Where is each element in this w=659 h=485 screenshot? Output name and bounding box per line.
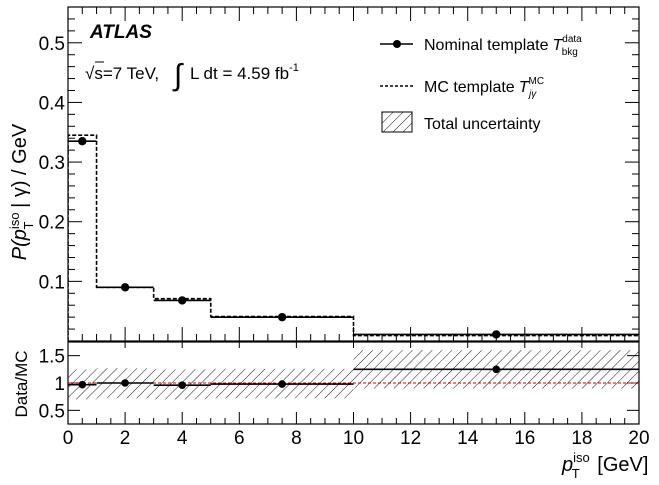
x-axis-title: piso T [GeV] (561, 450, 648, 481)
main-y-tick-label: 0.4 (39, 93, 66, 114)
x-tick-label: 6 (234, 428, 245, 449)
main-y-tick-label: 0.1 (39, 272, 65, 293)
nominal-point (78, 136, 87, 146)
energy-lumi-label: √s=7 TeV, (85, 64, 159, 83)
x-tick-label: 14 (457, 428, 479, 449)
ratio-point (178, 381, 186, 389)
x-tick-label: 16 (514, 428, 535, 449)
x-axis: 0 2 4 6 8 10 12 14 16 18 20 (63, 7, 650, 449)
x-tick-label: 2 (120, 428, 131, 449)
main-y-tick-label: 0.2 (39, 213, 65, 234)
ratio-y-tick-label: 0.5 (39, 401, 65, 422)
ratio-point (492, 365, 501, 374)
experiment-label: ATLAS (89, 22, 152, 43)
ratio-point (78, 380, 87, 389)
x-tick-label: 4 (177, 428, 188, 449)
legend-mc-label: MC template TMC jγ (424, 76, 544, 100)
nominal-point (178, 296, 187, 305)
lumi-text: L dt = 4.59 fb-1 (190, 62, 299, 83)
nominal-point (492, 330, 501, 339)
main-series-group (68, 134, 639, 341)
ratio-point (121, 379, 129, 387)
legend-uncertainty-swatch (381, 111, 413, 133)
integral-symbol: ∫ (172, 59, 184, 92)
ratio-y-tick-label: 1.5 (39, 347, 65, 368)
x-tick-label: 10 (343, 428, 364, 449)
legend-uncertainty-label: Total uncertainty (424, 116, 541, 133)
ratio-y-tick-label: 1 (54, 374, 65, 395)
x-tick-label: 8 (291, 428, 302, 449)
legend-nominal-label: Nominal template Tdata bkg (424, 34, 582, 58)
x-tick-label: 18 (571, 428, 592, 449)
main-y-axis-title: P(pisoT | γ) / GeV (7, 123, 36, 260)
legend: Nominal template Tdata bkg MC template TMC j… (380, 34, 582, 133)
ratio-point (278, 380, 286, 388)
x-tick-label: 12 (400, 428, 421, 449)
x-tick-label: 0 (63, 428, 74, 449)
mc-template-step (68, 134, 639, 341)
x-tick-label: 20 (628, 428, 649, 449)
energy-text: s=7 TeV, (94, 64, 159, 83)
main-y-axis: 0.1 0.2 0.3 0.4 0.5 (39, 18, 639, 330)
nominal-point (120, 283, 130, 292)
ratio-series-group (68, 350, 639, 400)
sqrt-symbol: √ (85, 64, 95, 83)
ratio-y-axis-title: Data/MC (12, 350, 31, 417)
main-y-tick-label: 0.3 (39, 153, 65, 174)
main-y-tick-label: 0.5 (39, 34, 65, 55)
nominal-point (277, 312, 287, 322)
legend-nominal-marker (393, 40, 401, 48)
